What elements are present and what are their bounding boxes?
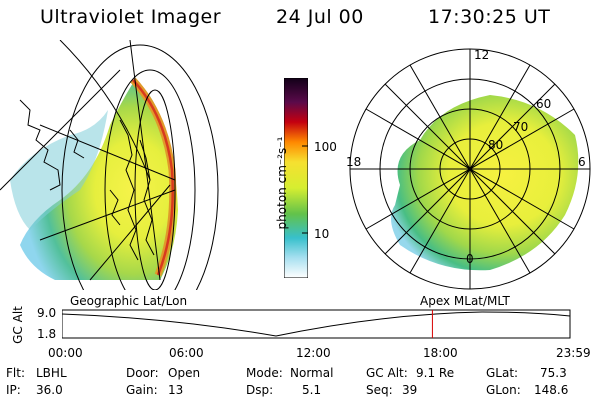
param-ip: IP: 36.0 bbox=[6, 383, 63, 397]
param-glat-label: GLat: bbox=[486, 366, 519, 380]
param-filter: Flt: LBHL bbox=[6, 366, 67, 380]
param-gcalt: GC Alt: 9.1 Re bbox=[366, 366, 454, 380]
param-glon: GLon: 148.6 bbox=[486, 383, 568, 397]
param-seq-label: Seq: bbox=[366, 383, 393, 397]
param-dsp-value: 5.1 bbox=[302, 383, 322, 397]
timeline-plot bbox=[62, 309, 571, 339]
colorbar bbox=[284, 78, 308, 278]
param-gain-label: Gain: bbox=[126, 383, 158, 397]
timeline-xtick-1800: 18:00 bbox=[423, 346, 458, 360]
lat-label-70: 70 bbox=[513, 120, 529, 134]
param-mode-label: Mode: bbox=[246, 366, 283, 380]
coastline bbox=[19, 99, 155, 261]
colorbar-unit: photon cm⁻²s⁻¹ bbox=[275, 136, 289, 230]
param-door: Door: Open bbox=[126, 366, 200, 380]
polar-grid bbox=[349, 48, 591, 290]
param-gcalt-label: GC Alt: bbox=[366, 366, 408, 380]
timeline-xtick-0000: 00:00 bbox=[48, 346, 83, 360]
geographic-title: Geographic Lat/Lon bbox=[70, 294, 188, 308]
param-filter-label: Flt: bbox=[6, 366, 25, 380]
app-title: Ultraviolet Imager bbox=[40, 6, 222, 28]
param-door-value: Open bbox=[168, 366, 201, 380]
param-seq-value: 39 bbox=[402, 383, 418, 397]
lat-label-60: 60 bbox=[536, 97, 552, 111]
colorbar-tick-10: 10 bbox=[314, 227, 330, 241]
param-glat-value: 75.3 bbox=[540, 366, 567, 380]
param-gain: Gain: 13 bbox=[126, 383, 183, 397]
aurora-edge-region bbox=[10, 110, 108, 230]
geographic-image-panel bbox=[0, 40, 219, 290]
param-dsp: Dsp: 5.1 bbox=[246, 383, 321, 397]
lat-label-80: 80 bbox=[488, 138, 504, 152]
param-glon-label: GLon: bbox=[486, 383, 521, 397]
param-mode: Mode: Normal bbox=[246, 366, 333, 380]
timeline-xtick-0600: 06:00 bbox=[169, 346, 204, 360]
apex-title: Apex MLat/MLT bbox=[420, 294, 510, 308]
altitude-curve bbox=[62, 311, 571, 337]
param-seq: Seq: 39 bbox=[366, 383, 417, 397]
polar-plot bbox=[349, 48, 591, 290]
mlt-label-6: 6 bbox=[578, 155, 586, 169]
param-ip-value: 36.0 bbox=[36, 383, 63, 397]
mlt-label-12: 12 bbox=[474, 48, 490, 62]
polar-aurora-fill bbox=[391, 95, 579, 271]
param-gain-value: 13 bbox=[168, 383, 184, 397]
time-label: 17:30:25 UT bbox=[428, 6, 551, 28]
param-glon-value: 148.6 bbox=[534, 383, 569, 397]
timeline-xtick-2359: 23:59 bbox=[556, 346, 591, 360]
date-label: 24 Jul 00 bbox=[276, 6, 364, 28]
colorbar-tick-100: 100 bbox=[314, 140, 337, 154]
timeline-ytick-low: 1.8 bbox=[37, 327, 57, 341]
param-filter-value: LBHL bbox=[36, 366, 67, 380]
param-dsp-label: Dsp: bbox=[246, 383, 274, 397]
timeline-ytick-high: 9.0 bbox=[37, 306, 57, 320]
timeline-axis-label: GC Alt bbox=[11, 306, 25, 344]
timeline-xtick-1200: 12:00 bbox=[296, 346, 331, 360]
param-door-label: Door: bbox=[126, 366, 159, 380]
param-ip-label: IP: bbox=[6, 383, 21, 397]
geo-grid bbox=[0, 40, 219, 290]
mlt-label-0: 0 bbox=[466, 252, 474, 266]
mlt-label-18: 18 bbox=[346, 155, 362, 169]
param-mode-value: Normal bbox=[290, 366, 334, 380]
param-glat: GLat: 75.3 bbox=[486, 366, 567, 380]
param-gcalt-value: 9.1 Re bbox=[416, 366, 455, 380]
